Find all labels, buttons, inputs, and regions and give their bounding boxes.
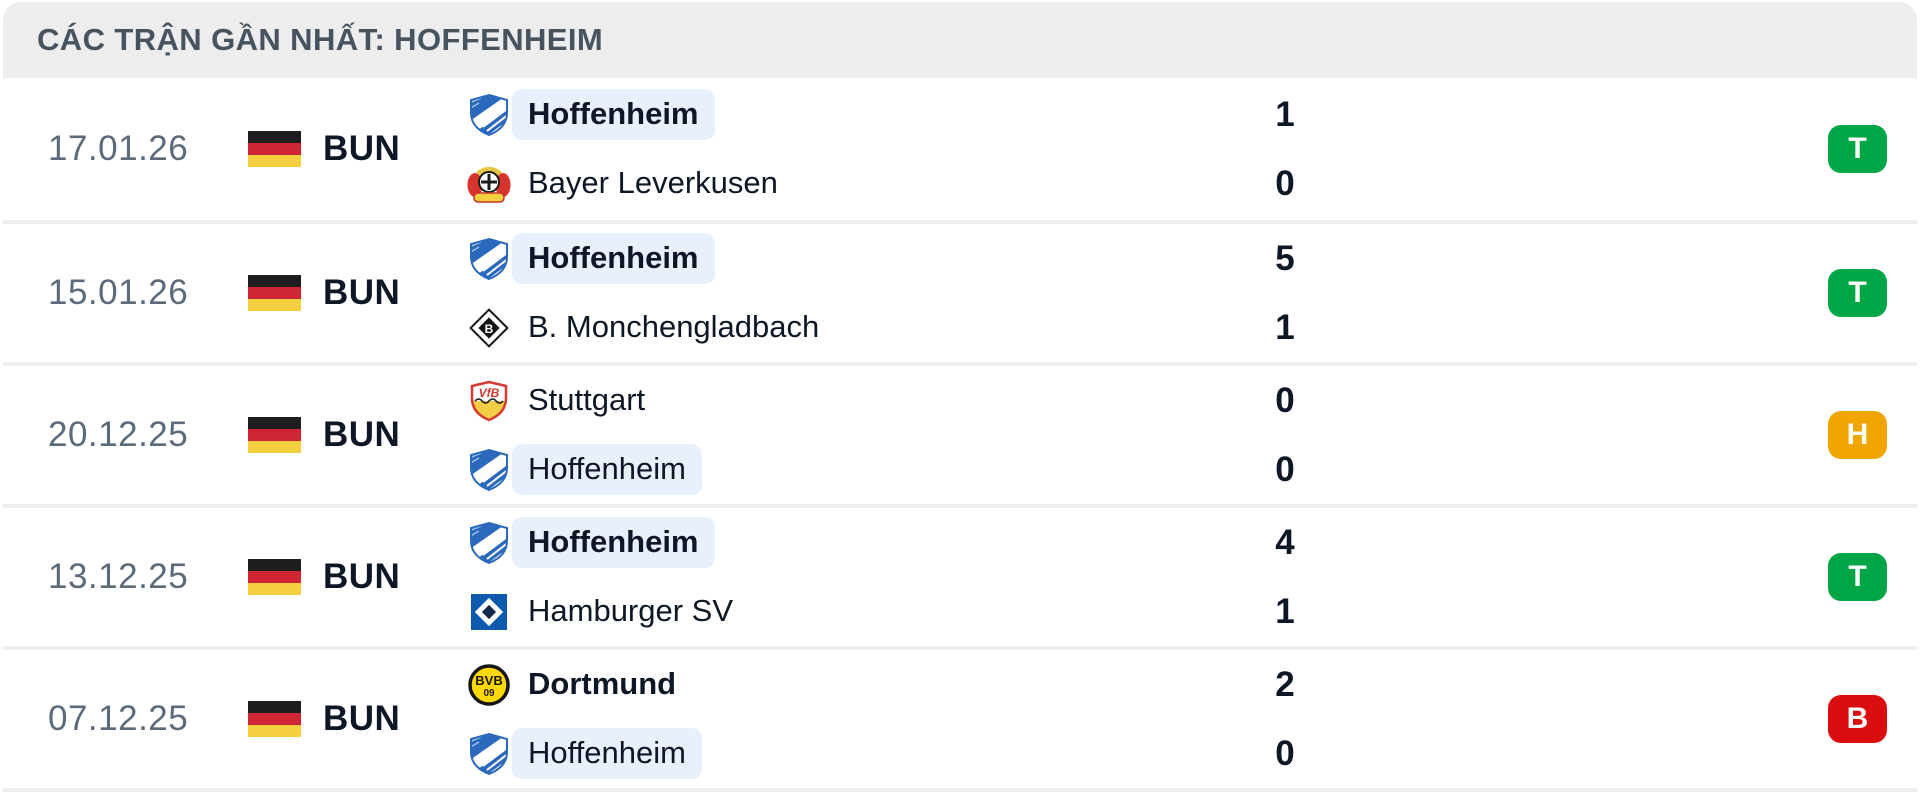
team-score: 1 [1275, 94, 1295, 134]
league: BUN [248, 273, 467, 313]
league: BUN [248, 699, 467, 739]
team-score: 1 [1275, 591, 1295, 631]
team-score: 0 [1275, 163, 1295, 203]
result-badge: T [1828, 125, 1887, 173]
match-date: 17.01.26 [48, 129, 189, 168]
league-code: BUN [323, 557, 401, 596]
result-badge: B [1828, 695, 1887, 743]
teams: BVB 09 Dortmund 2 Hoffenheim 0 [467, 650, 1327, 788]
teams: VfB Stuttgart 0 Hoffenheim 0 [467, 366, 1327, 504]
team-line: Hoffenheim 0 [467, 435, 1327, 504]
hoffenheim-logo [467, 521, 511, 565]
team-name[interactable]: Hoffenheim [512, 89, 715, 140]
team-line: Hoffenheim 1 [467, 80, 1327, 149]
team-name[interactable]: Stuttgart [528, 382, 646, 418]
team-score: 0 [1275, 449, 1295, 489]
team-name[interactable]: Hamburger SV [528, 593, 734, 629]
match-date: 15.01.26 [48, 273, 189, 312]
dortmund-logo: BVB 09 [467, 663, 511, 707]
match-list: 17.01.26 BUN Hoffenheim 1 Bayer Leverkusen 0 T… [3, 78, 1917, 792]
league: BUN [248, 129, 467, 169]
hamburg-logo [467, 590, 511, 634]
team-score: 1 [1275, 307, 1295, 347]
result-badge: H [1828, 411, 1887, 459]
germany-flag-icon [248, 417, 301, 453]
team-score: 2 [1275, 664, 1295, 704]
team-name[interactable]: B. Monchengladbach [528, 309, 820, 345]
team-line: BVB 09 Dortmund 2 [467, 650, 1327, 719]
match-row[interactable]: 17.01.26 BUN Hoffenheim 1 Bayer Leverkusen 0 T [3, 78, 1917, 220]
hoffenheim-logo [467, 448, 511, 492]
league-code: BUN [323, 415, 401, 454]
teams: Hoffenheim 1 Bayer Leverkusen 0 [467, 80, 1327, 218]
team-name[interactable]: Bayer Leverkusen [528, 165, 778, 201]
svg-text:BVB: BVB [475, 673, 502, 688]
germany-flag-icon [248, 275, 301, 311]
hoffenheim-logo [467, 237, 511, 281]
teams: Hoffenheim 5 B B. Monchengladbach 1 [467, 224, 1327, 362]
svg-text:VfB: VfB [479, 386, 500, 400]
team-name[interactable]: Hoffenheim [512, 233, 715, 284]
team-score: 4 [1275, 522, 1295, 562]
match-date: 20.12.25 [48, 415, 189, 454]
team-score: 0 [1275, 380, 1295, 420]
team-score: 0 [1275, 733, 1295, 773]
match-row[interactable]: 15.01.26 BUN Hoffenheim 5 B B. Monchengladbac… [3, 220, 1917, 362]
svg-text:B: B [485, 322, 494, 336]
result-badge: T [1828, 269, 1887, 317]
hoffenheim-logo [467, 732, 511, 776]
widget-title: CÁC TRẬN GẦN NHẤT: HOFFENHEIM [37, 22, 604, 57]
team-name[interactable]: Hoffenheim [512, 517, 715, 568]
team-line: Hoffenheim 0 [467, 719, 1327, 788]
team-name[interactable]: Dortmund [528, 666, 677, 702]
team-line: Hamburger SV 1 [467, 577, 1327, 646]
gladbach-logo: B [467, 306, 511, 350]
team-name[interactable]: Hoffenheim [512, 444, 702, 495]
germany-flag-icon [248, 559, 301, 595]
widget-header: CÁC TRẬN GẦN NHẤT: HOFFENHEIM [3, 2, 1917, 78]
team-line: Bayer Leverkusen 0 [467, 149, 1327, 218]
team-score: 5 [1275, 238, 1295, 278]
stuttgart-logo: VfB [467, 379, 511, 423]
svg-text:09: 09 [483, 688, 495, 699]
teams: Hoffenheim 4 Hamburger SV 1 [467, 508, 1327, 646]
germany-flag-icon [248, 701, 301, 737]
team-line: B B. Monchengladbach 1 [467, 293, 1327, 362]
match-row[interactable]: 07.12.25 BUN BVB 09 Dortmund 2 Hoffenheim 0 B [3, 646, 1917, 788]
league: BUN [248, 415, 467, 455]
match-date: 13.12.25 [48, 557, 189, 596]
match-row[interactable]: 20.12.25 BUN VfB Stuttgart 0 Hoffenheim 0 H [3, 362, 1917, 504]
team-line: Hoffenheim 5 [467, 224, 1327, 293]
germany-flag-icon [248, 131, 301, 167]
league-code: BUN [323, 699, 401, 738]
match-date: 07.12.25 [48, 699, 189, 738]
league: BUN [248, 557, 467, 597]
team-name[interactable]: Hoffenheim [512, 728, 702, 779]
league-code: BUN [323, 273, 401, 312]
hoffenheim-logo [467, 93, 511, 137]
league-code: BUN [323, 129, 401, 168]
team-line: VfB Stuttgart 0 [467, 366, 1327, 435]
match-row[interactable]: 13.12.25 BUN Hoffenheim 4 Hamburger SV 1 T [3, 504, 1917, 646]
result-badge: T [1828, 553, 1887, 601]
leverkusen-logo [467, 162, 511, 206]
team-line: Hoffenheim 4 [467, 508, 1327, 577]
recent-matches-widget: CÁC TRẬN GẦN NHẤT: HOFFENHEIM 17.01.26 BU… [3, 2, 1917, 792]
